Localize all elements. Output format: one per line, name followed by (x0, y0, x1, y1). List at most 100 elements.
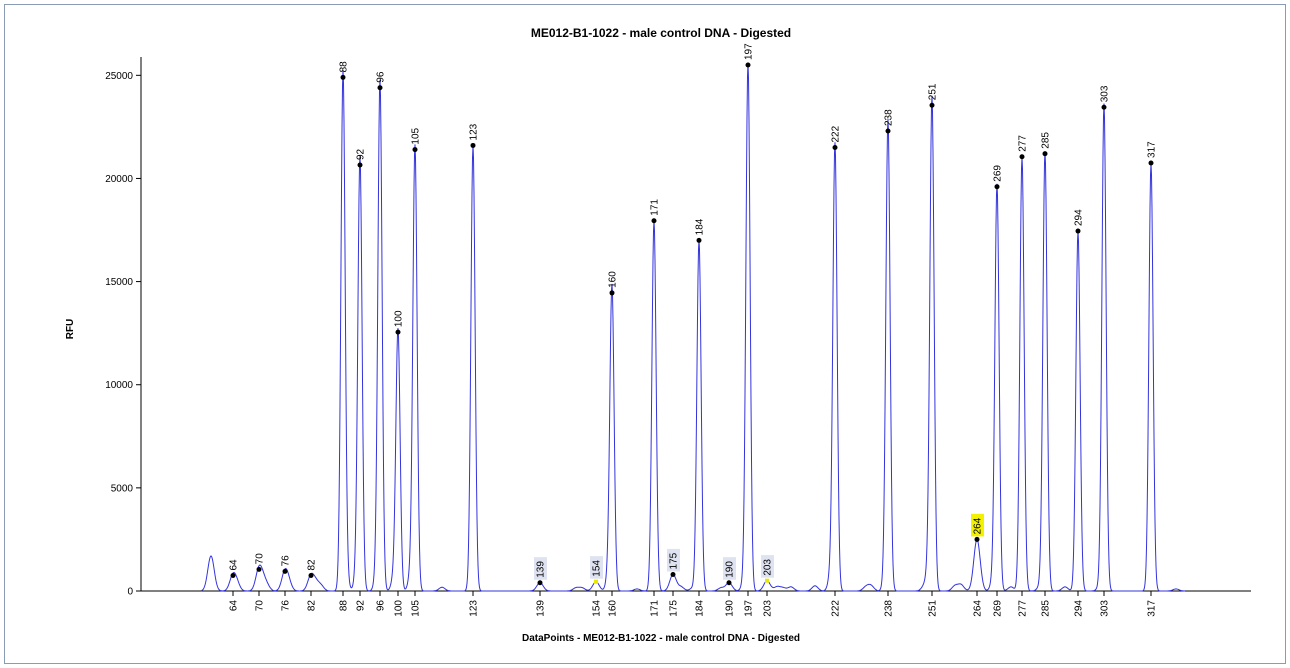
peak-label-highlight (667, 548, 680, 572)
x-axis: 64 70 76 82 88 92 96 100 105 123 139 154 160 171 175 18… (141, 590, 1251, 617)
x-tick-label: 203 (763, 600, 774, 617)
peak-label: 70 (255, 553, 266, 565)
peak-label: 303 (1100, 85, 1111, 102)
peak-label: 96 (376, 71, 387, 83)
x-tick-label: 277 (1018, 600, 1029, 617)
peak-label: 269 (993, 165, 1004, 182)
peak-label: 82 (307, 559, 318, 571)
x-tick-label: 303 (1100, 600, 1111, 617)
x-tick-label: 96 (376, 600, 387, 612)
x-tick-label: 238 (884, 600, 895, 617)
x-tick-label: 222 (831, 600, 842, 617)
peak-dot (308, 573, 314, 579)
peak-label-highlight (534, 557, 547, 580)
chart-title: ME012-B1-1022 - male control DNA - Diges… (531, 26, 791, 40)
peak-label: 76 (281, 555, 292, 567)
x-tick-label: 76 (281, 600, 292, 612)
peak-dot (340, 74, 346, 80)
peak-dot (256, 566, 262, 572)
peak-label: 100 (394, 310, 405, 327)
y-tick-label: 15000 (105, 277, 133, 288)
peak-label: 222 (831, 125, 842, 142)
peak-dot (282, 568, 288, 574)
y-tick-label: 10000 (105, 380, 133, 391)
peak-label: 317 (1147, 141, 1158, 158)
x-tick-label: 100 (394, 600, 405, 617)
peak-label: 238 (884, 109, 895, 126)
x-tick-label: 105 (411, 600, 422, 617)
x-tick-label: 175 (669, 600, 680, 617)
x-tick-label: 70 (255, 600, 266, 612)
x-tick-label: 171 (650, 600, 661, 617)
x-tick-label: 160 (608, 600, 619, 617)
peak-label: 285 (1041, 132, 1052, 149)
y-tick-label: 0 (127, 587, 133, 598)
x-tick-label: 269 (993, 600, 1004, 617)
y-tick-label: 5000 (111, 483, 134, 494)
peak-dot (357, 162, 363, 168)
peak-label: 190 (725, 561, 736, 578)
peak-label: 64 (229, 559, 240, 571)
peak-dot (974, 536, 980, 542)
x-tick-label: 92 (356, 600, 367, 612)
x-tick-label: 317 (1147, 600, 1158, 617)
peak-label: 105 (411, 127, 422, 144)
peak-dot (1075, 228, 1081, 234)
peak-label-highlight (590, 556, 603, 579)
peak-label: 92 (356, 148, 367, 160)
x-tick-label: 154 (592, 600, 603, 617)
x-tick-label: 123 (469, 600, 480, 617)
peak-dot (994, 184, 1000, 190)
x-tick-label: 139 (536, 600, 547, 617)
peak-dot (537, 580, 543, 586)
peak-label: 197 (744, 43, 755, 60)
x-tick-label: 285 (1041, 600, 1052, 617)
peak-label: 264 (973, 517, 984, 534)
peak-dot (832, 145, 838, 151)
peak-dot (726, 580, 732, 586)
rfu-trace-line (200, 62, 1185, 592)
y-tick-label: 20000 (105, 174, 133, 185)
peak-label: 184 (695, 218, 706, 235)
x-tick-label: 64 (229, 600, 240, 612)
peak-marks: 64 70 76 82 88 92 96 100 105 123 139 154 160 171 175 18… (229, 43, 1158, 586)
peak-dot (670, 571, 676, 577)
x-tick-label: 190 (725, 600, 736, 617)
x-tick-label: 197 (744, 600, 755, 617)
peak-dot (230, 573, 236, 579)
x-tick-label: 88 (339, 600, 350, 612)
peak-dot (609, 290, 615, 296)
y-tick-label: 25000 (105, 71, 133, 82)
peak-dot (1042, 151, 1048, 157)
peak-dot (696, 237, 702, 243)
peak-dot (929, 102, 935, 108)
x-tick-label: 82 (307, 600, 318, 612)
peak-dot (745, 62, 751, 68)
y-axis-title: RFU (65, 319, 76, 340)
peak-dot (1101, 104, 1107, 110)
peak-dot (1019, 154, 1025, 160)
peak-label: 171 (650, 199, 661, 216)
peak-dot (412, 147, 418, 153)
peak-dot (470, 142, 476, 148)
peak-label: 160 (608, 271, 619, 288)
peak-label-highlight (723, 557, 736, 580)
plot-area (200, 62, 1185, 592)
x-tick-label: 264 (973, 600, 984, 617)
peak-label: 123 (469, 123, 480, 140)
peak-dot (651, 218, 657, 224)
peak-label: 251 (928, 83, 939, 100)
peak-marker-yellow (765, 578, 769, 583)
x-tick-label: 251 (928, 600, 939, 617)
x-axis-title: DataPoints - ME012-B1-1022 - male contro… (522, 633, 800, 644)
peak-label: 154 (592, 560, 603, 577)
peak-dot (885, 128, 891, 134)
peak-label-highlight (971, 513, 984, 537)
chart-frame: ME012-B1-1022 - male control DNA - Diges… (4, 4, 1286, 664)
peak-label: 294 (1074, 209, 1085, 226)
x-tick-label: 294 (1074, 600, 1085, 617)
peak-label-highlight (761, 555, 774, 578)
peak-label: 139 (536, 561, 547, 578)
peak-label: 277 (1018, 135, 1029, 152)
peak-dot (1148, 160, 1154, 166)
